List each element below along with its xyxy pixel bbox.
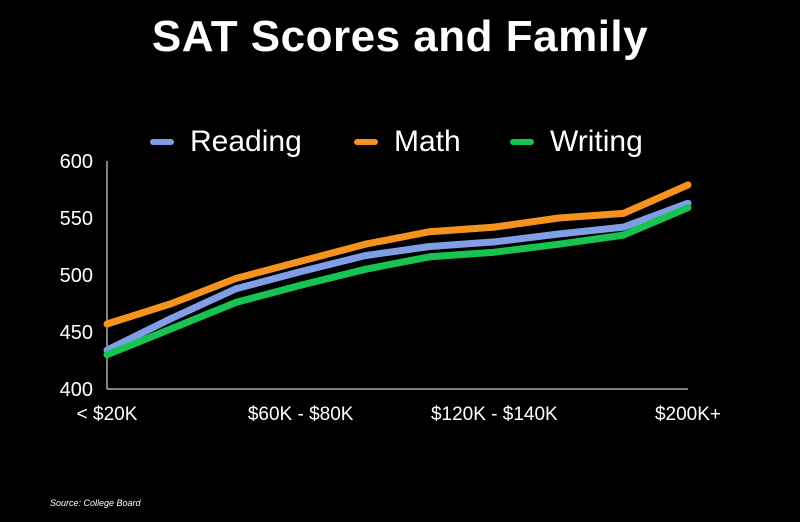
data-point-writing [426,253,434,261]
y-tick-label: 500 [60,265,93,287]
data-point-math [232,274,240,282]
data-point-writing [168,325,176,333]
y-tick-label: 450 [60,322,93,344]
y-tick-label: 600 [60,151,93,173]
x-tick-label: < $20K [77,404,138,425]
legend-label-writing: Writing [550,125,643,158]
data-point-reading [232,285,240,293]
data-point-reading [426,243,434,250]
data-point-reading [490,238,498,246]
chart-title: SAT Scores and Family [151,12,649,61]
data-point-math [619,209,627,217]
data-point-writing [297,281,305,289]
data-point-math [297,257,305,265]
data-point-reading [297,268,305,276]
data-point-math [684,181,692,189]
data-point-writing [490,248,498,256]
series-line-writing [105,204,690,359]
y-tick-label: 400 [60,379,93,401]
legend-swatch-reading [150,139,174,145]
y-tick-label: 550 [60,208,93,230]
legend-label-reading: Reading [190,125,302,158]
data-point-math [490,223,498,231]
legend-item-math: Math [354,122,461,162]
data-point-writing [619,231,627,239]
data-point-math [103,320,111,328]
series-lines [103,181,692,359]
y-axis: 400 450 500 550 600 [60,151,108,401]
legend-item-reading: Reading [150,122,302,162]
data-point-reading [619,223,627,231]
x-tick-label: $120K - $140K [431,404,558,425]
series-line-math [105,181,690,328]
data-point-writing [232,298,240,306]
x-axis: < $20K $60K - $80K $120K - $140K $200K+ [77,388,721,425]
data-point-math [426,228,434,236]
data-point-writing [684,204,692,212]
legend-swatch-math [354,139,378,145]
x-tick-label: $200K+ [655,404,721,425]
data-point-reading [555,230,563,238]
data-point-writing [555,240,563,248]
source-note: Source: College Board [50,498,141,508]
data-point-reading [361,252,369,260]
legend: Reading Math Writing [0,122,800,162]
legend-label-math: Math [394,125,461,158]
data-point-writing [361,265,369,273]
data-point-reading [168,314,176,322]
legend-swatch-writing [510,139,534,145]
legend-item-writing: Writing [510,122,643,162]
series-line-reading [105,199,690,354]
data-point-writing [103,351,111,359]
data-point-math [168,300,176,307]
data-point-math [361,240,369,248]
data-point-math [555,214,563,222]
x-tick-label: $60K - $80K [248,404,354,425]
